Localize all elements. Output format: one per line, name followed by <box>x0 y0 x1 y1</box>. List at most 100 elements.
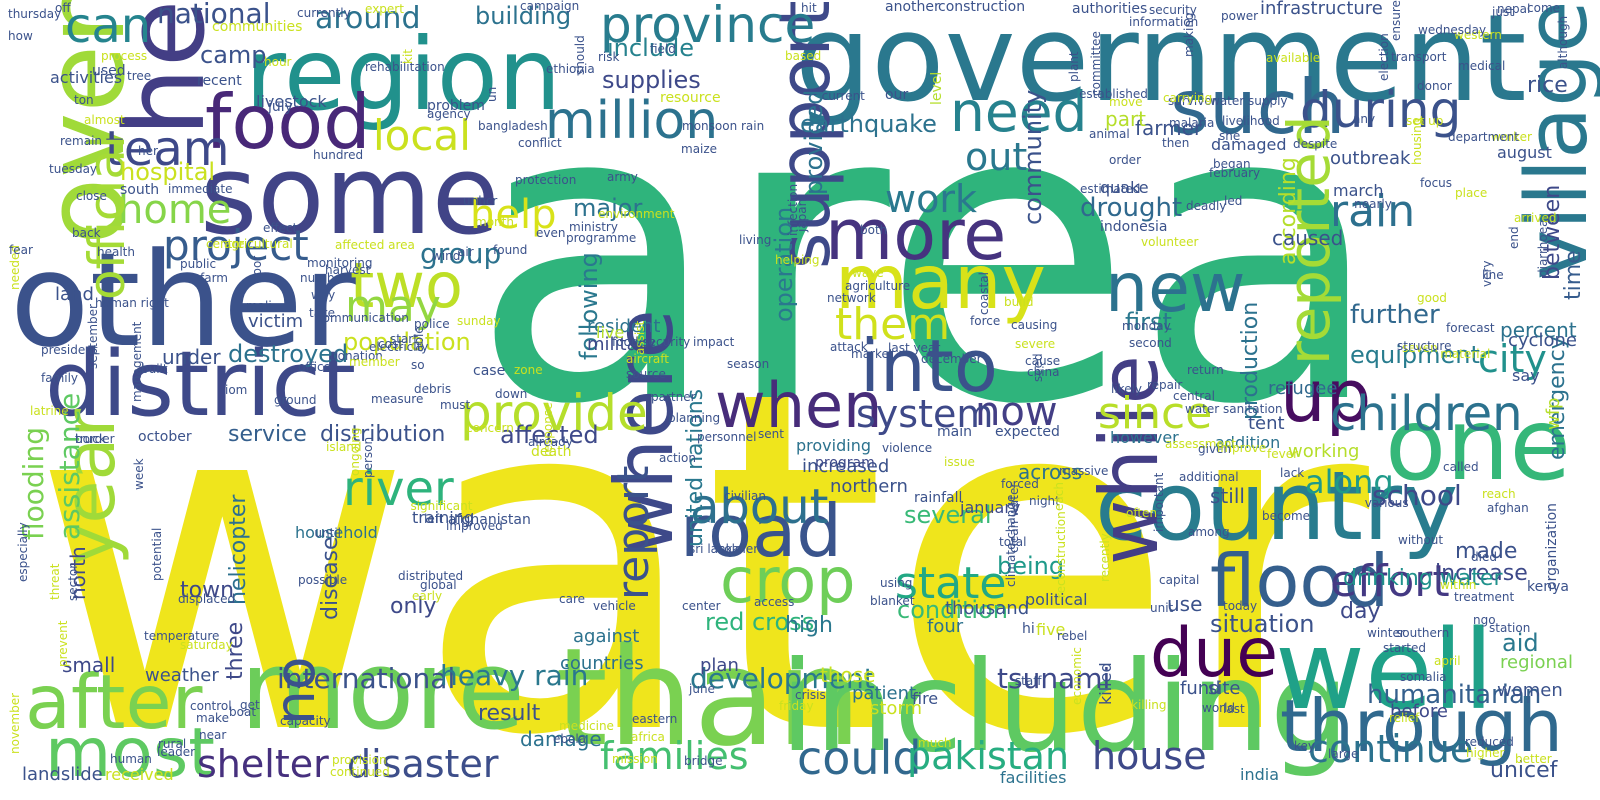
word-planning: planning <box>668 412 720 424</box>
word-wind: wind <box>432 250 460 262</box>
word-immediate: immediate <box>168 183 233 195</box>
word-report: report <box>612 466 656 600</box>
word-communication: communication <box>316 312 409 324</box>
word-very: very <box>1481 260 1493 287</box>
word-communities: communities <box>212 20 302 34</box>
word-cyclone: cyclone <box>1508 332 1577 350</box>
word-down: down <box>495 388 527 400</box>
word-south: south <box>120 183 159 197</box>
word-even: even <box>536 227 565 239</box>
word-wednesday: wednesday <box>1418 24 1486 36</box>
word-storm: storm <box>870 700 922 718</box>
word-severe: severe <box>1015 338 1055 350</box>
word-refugee: refugee <box>1268 380 1337 398</box>
word-action: action <box>659 452 696 464</box>
word-protection: protection <box>515 174 576 186</box>
word-air: air <box>458 246 474 258</box>
word-july: july <box>268 100 293 114</box>
word-case: case <box>473 364 505 378</box>
word-then: then <box>1162 137 1189 149</box>
word-order: order <box>1109 154 1141 166</box>
word-killing: killing <box>1131 699 1167 711</box>
word-camp: camp <box>200 43 267 67</box>
word-four: four <box>927 618 963 636</box>
word-work: work <box>885 180 977 218</box>
word-significant: significant <box>410 500 472 512</box>
word-our: our <box>885 88 908 102</box>
word-office: office <box>298 361 331 373</box>
word-high: high <box>785 615 833 637</box>
word-those: those <box>820 665 875 685</box>
word-volunteer: volunteer <box>1141 236 1198 248</box>
word-focus: focus <box>1420 177 1452 189</box>
word-providing: providing <box>796 438 871 454</box>
word-helping: helping <box>775 254 820 266</box>
word-coastal: coastal <box>978 272 990 315</box>
word-ngo: ngo <box>1473 614 1496 626</box>
word-received: received <box>105 767 174 783</box>
word-information: information <box>1129 16 1198 28</box>
word-india: india <box>1240 767 1279 783</box>
word-plant: plant <box>1068 51 1080 82</box>
word-water-sanitation: water sanitation <box>1185 403 1283 415</box>
word-hospital: hospital <box>120 160 215 184</box>
word-network: network <box>827 292 876 304</box>
word-must: must <box>440 399 470 411</box>
word-drought: drought <box>1080 195 1182 221</box>
word-june: june <box>689 683 715 695</box>
word-key: key <box>1294 740 1315 752</box>
word-found: found <box>493 244 527 256</box>
word-important: important <box>1153 473 1165 532</box>
word-last: last <box>1223 703 1245 715</box>
word-capital: capital <box>1159 574 1199 586</box>
word-staff: staff <box>1015 675 1042 687</box>
word-expected: expected <box>995 425 1060 439</box>
word-farm: farm <box>200 272 228 284</box>
word-climate-change: climate change <box>1005 495 1017 587</box>
word-currently: currently <box>297 7 351 19</box>
word-despite: despite <box>1293 138 1337 150</box>
word-make: make <box>196 712 229 724</box>
word-animal: animal <box>1089 128 1130 140</box>
word-organization: organization <box>1545 503 1559 590</box>
word-africa: africa <box>631 731 665 743</box>
word-come: come <box>1527 2 1560 14</box>
word-force: force <box>970 315 1000 327</box>
word-reduced: reduced <box>1465 736 1514 748</box>
word-unhcr: unhcr <box>463 195 497 207</box>
word-should: should <box>574 35 586 75</box>
word-nearly: nearly <box>1354 198 1392 210</box>
word-plan: plan <box>700 657 739 675</box>
word-could: could <box>797 735 922 781</box>
word-friday: friday <box>779 700 814 712</box>
word-build: build <box>1004 296 1034 308</box>
word-hour: hour <box>264 56 292 68</box>
word-february: february <box>1209 167 1260 179</box>
word-additional: additional <box>1179 471 1239 483</box>
word-place: place <box>1455 187 1487 199</box>
word-sunday: sunday <box>457 315 501 327</box>
word-deadly: deadly <box>1186 200 1226 212</box>
word-supplies: supplies <box>602 68 701 92</box>
word-member: member <box>349 356 400 368</box>
word-effect: effect <box>263 222 297 234</box>
word-donor: donor <box>1417 80 1452 92</box>
word-bangladesh: bangladesh <box>478 120 548 132</box>
word-southern: southern <box>1396 627 1449 639</box>
word-result: result <box>478 703 540 725</box>
word-out: out <box>965 138 1027 176</box>
word-december: december <box>921 353 982 365</box>
word-economic: economic <box>1071 647 1083 705</box>
word-remain: remain <box>60 135 102 147</box>
word-thousand: thousand <box>945 600 1029 618</box>
word-provision: provision <box>332 754 387 766</box>
word-human-right: human right <box>95 297 169 309</box>
word-continued: continued <box>330 766 390 778</box>
word-regional: regional <box>1500 654 1573 672</box>
word-afghan: afghan <box>1487 502 1529 514</box>
word-sector: sector <box>67 564 79 601</box>
word-main: main <box>937 425 972 439</box>
word-causing: causing <box>1011 319 1057 331</box>
word-threat: threat <box>49 564 61 600</box>
word-month: month <box>475 216 514 228</box>
